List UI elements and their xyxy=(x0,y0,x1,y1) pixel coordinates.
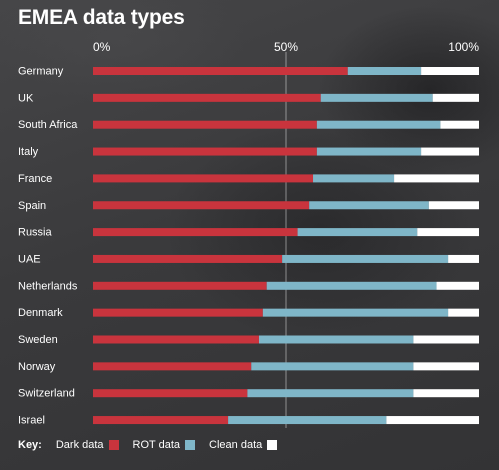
bar-russia-dark-data xyxy=(93,228,298,237)
category-label-denmark: Denmark xyxy=(18,307,63,319)
legend-label-rot-data: ROT data xyxy=(132,439,181,451)
bar-denmark-rot-data xyxy=(262,308,449,317)
legend: Key: Dark data ROT data Clean data xyxy=(18,439,291,451)
bar-russia-clean-data xyxy=(417,228,479,237)
bar-switzerland-dark-data xyxy=(93,389,248,398)
bar-netherlands-rot-data xyxy=(266,281,437,290)
legend-swatch-clean-data xyxy=(267,440,278,450)
bar-uk-rot-data xyxy=(320,93,433,102)
x-tick-label: 100% xyxy=(448,40,479,54)
bar-israel-clean-data xyxy=(386,416,479,425)
bar-south-africa-clean-data xyxy=(440,120,479,129)
x-tick-label: 0% xyxy=(93,40,111,54)
chart-title: EMEA data types xyxy=(18,6,185,29)
bar-germany-rot-data xyxy=(347,67,422,75)
bar-israel-rot-data xyxy=(228,416,387,425)
bar-italy-clean-data xyxy=(421,147,479,156)
bar-uae-rot-data xyxy=(282,254,449,263)
legend-swatch-dark-data xyxy=(108,440,119,450)
bar-italy-rot-data xyxy=(316,147,422,156)
bar-uae-dark-data xyxy=(93,254,283,263)
bar-spain-clean-data xyxy=(428,201,479,210)
bar-sweden-dark-data xyxy=(93,335,259,344)
legend-swatch-rot-data xyxy=(185,440,196,450)
bar-uae-clean-data xyxy=(448,254,479,263)
category-label-netherlands: Netherlands xyxy=(18,280,78,292)
category-label-germany: Germany xyxy=(18,66,64,78)
bar-spain-rot-data xyxy=(309,201,429,210)
category-label-france: France xyxy=(18,173,52,185)
legend-title: Key: xyxy=(18,439,42,451)
legend-item-dark-data: Dark data xyxy=(56,439,119,451)
bar-norway-dark-data xyxy=(93,362,252,371)
bar-uk-clean-data xyxy=(432,93,479,102)
bar-norway-rot-data xyxy=(251,362,414,371)
legend-item-clean-data: Clean data xyxy=(209,439,278,451)
category-label-switzerland: Switzerland xyxy=(18,388,75,400)
category-label-spain: Spain xyxy=(18,200,46,212)
legend-item-rot-data: ROT data xyxy=(133,439,196,451)
bar-france-dark-data xyxy=(93,174,314,183)
bar-switzerland-clean-data xyxy=(413,389,479,398)
bar-denmark-dark-data xyxy=(93,308,263,317)
category-label-uk: UK xyxy=(18,92,34,104)
category-label-russia: Russia xyxy=(18,227,53,239)
legend-label-clean-data: Clean data xyxy=(209,439,263,451)
category-label-israel: Israel xyxy=(18,415,45,427)
bar-netherlands-clean-data xyxy=(436,281,479,290)
bar-denmark-clean-data xyxy=(448,308,479,317)
bar-germany-dark-data xyxy=(93,67,348,75)
bar-france-rot-data xyxy=(313,174,395,183)
category-label-uae: UAE xyxy=(18,253,41,265)
legend-label-dark-data: Dark data xyxy=(55,439,104,451)
bar-norway-clean-data xyxy=(413,362,479,371)
category-label-italy: Italy xyxy=(18,146,39,158)
bar-germany-clean-data xyxy=(421,67,479,75)
bar-south-africa-rot-data xyxy=(316,120,441,129)
category-label-south-africa: South Africa xyxy=(18,119,78,131)
bar-italy-dark-data xyxy=(93,147,317,156)
bar-sweden-clean-data xyxy=(413,335,479,344)
bar-russia-rot-data xyxy=(297,228,418,237)
bar-spain-dark-data xyxy=(93,201,310,210)
bar-netherlands-dark-data xyxy=(93,281,267,290)
x-tick-label: 50% xyxy=(274,40,298,54)
category-label-norway: Norway xyxy=(18,361,56,373)
bar-uk-dark-data xyxy=(93,93,321,102)
category-label-sweden: Sweden xyxy=(18,334,58,346)
bar-switzerland-rot-data xyxy=(247,389,414,398)
bar-south-africa-dark-data xyxy=(93,120,317,129)
bar-sweden-rot-data xyxy=(258,335,414,344)
bar-israel-dark-data xyxy=(93,416,229,425)
bar-france-clean-data xyxy=(394,174,479,183)
